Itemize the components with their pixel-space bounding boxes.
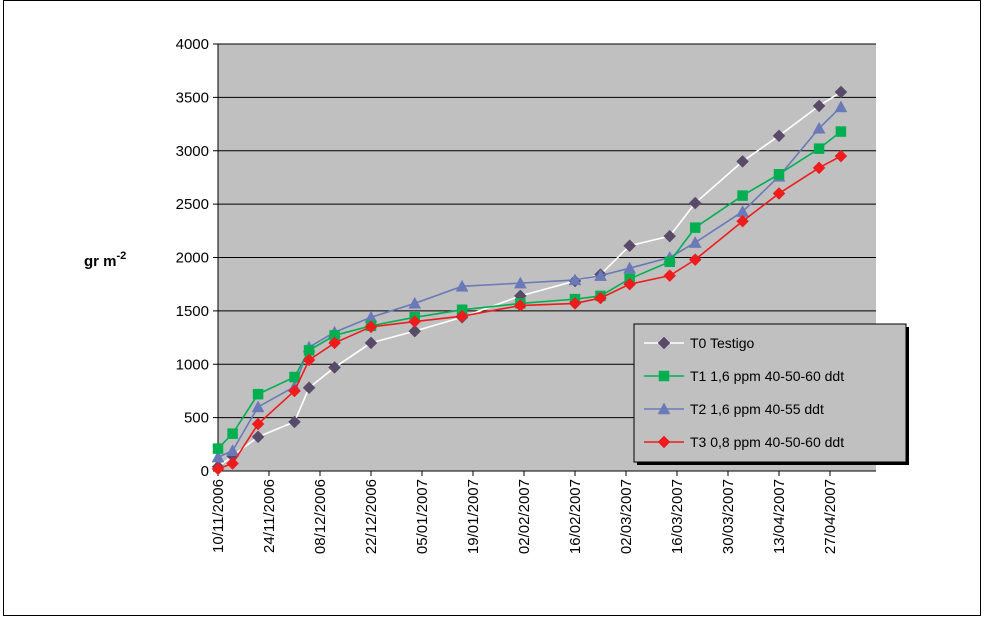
series-1-point xyxy=(737,190,748,201)
series-1-point xyxy=(212,443,224,454)
series-1-point xyxy=(835,126,847,137)
series-2-point xyxy=(688,236,702,248)
y-tick-label: 3500 xyxy=(176,89,209,106)
x-tick-label: 30/03/2007 xyxy=(720,479,737,554)
series-3-point xyxy=(594,291,607,305)
x-tick-label: 24/11/2006 xyxy=(261,479,278,553)
series-3-point xyxy=(408,315,422,328)
y-tick-label: 500 xyxy=(184,410,209,427)
x-tick-label: 19/01/2007 xyxy=(465,479,482,554)
series-3-point xyxy=(514,299,527,312)
series-0-point xyxy=(663,229,677,243)
x-tick-label: 16/02/2007 xyxy=(567,479,584,554)
y-tick-label: 2000 xyxy=(176,250,209,267)
y-tick-label: 4000 xyxy=(176,36,209,53)
series-2-point xyxy=(568,273,582,286)
series-0-point xyxy=(834,85,848,99)
x-tick-label: 02/03/2007 xyxy=(618,479,635,554)
y-axis-label-text: gr m xyxy=(84,253,117,270)
x-tick-label: 05/01/2007 xyxy=(414,479,431,554)
series-0-point xyxy=(688,196,702,210)
series-2-point xyxy=(226,444,239,456)
series-3-point xyxy=(328,336,341,350)
x-tick-label: 08/12/2006 xyxy=(312,479,329,554)
series-3-point xyxy=(812,161,826,175)
series-2-point xyxy=(251,400,265,413)
series-1-point xyxy=(773,168,785,180)
series-3-point xyxy=(772,187,786,200)
legend-marker-3 xyxy=(657,435,671,449)
legend-label-0: T0 Testigo xyxy=(690,335,755,351)
y-tick-label: 1500 xyxy=(176,303,209,320)
series-0-point xyxy=(251,430,265,444)
legend-label-3: T3 0,8 ppm 40-50-60 ddt xyxy=(690,434,844,450)
series-2-point xyxy=(834,100,848,113)
legend-marker-0 xyxy=(657,336,671,350)
series-3-point xyxy=(226,457,239,470)
series-3-point xyxy=(251,417,265,431)
x-tick-label: 10/11/2006 xyxy=(210,479,227,553)
legend-label-1: T1 1,6 ppm 40-50-60 ddt xyxy=(690,368,844,384)
series-2-point xyxy=(455,279,469,292)
series-1-point xyxy=(227,428,238,439)
y-tick-label: 0 xyxy=(201,463,209,480)
x-tick-label: 27/04/2007 xyxy=(822,479,839,554)
series-3-point xyxy=(688,253,702,266)
y-tick-label: 3000 xyxy=(176,143,209,160)
series-0-point xyxy=(364,336,378,350)
series-3-point xyxy=(568,297,582,310)
series-0-point xyxy=(736,155,749,168)
x-tick-label: 02/02/2007 xyxy=(516,479,533,554)
legend-marker-1 xyxy=(658,370,670,382)
series-0-point xyxy=(772,129,786,143)
series-3-point xyxy=(663,269,677,283)
series-0-point xyxy=(408,324,422,338)
series-3-point xyxy=(302,353,316,367)
series-2-point xyxy=(623,261,637,274)
series-0-point xyxy=(288,415,301,429)
series-2-point xyxy=(513,276,527,289)
series-3-point xyxy=(623,277,636,291)
series-3-point xyxy=(211,462,225,476)
series-3-point xyxy=(736,214,749,228)
series-0-point xyxy=(328,361,341,374)
series-1-point xyxy=(813,143,825,154)
y-axis-label-superscript: -2 xyxy=(117,250,127,262)
legend-marker-2 xyxy=(657,402,671,415)
series-1-point xyxy=(252,388,264,400)
series-3-point xyxy=(834,149,848,163)
legend-label-2: T2 1,6 ppm 40-55 ddt xyxy=(690,401,824,417)
series-3-point xyxy=(364,320,378,334)
series-1-point xyxy=(664,256,675,268)
series-2-point xyxy=(594,269,607,281)
series-2-point xyxy=(812,121,826,134)
series-0-point xyxy=(812,99,826,113)
x-tick-label: 16/03/2007 xyxy=(669,479,686,554)
series-0-point xyxy=(302,381,316,395)
series-3-point xyxy=(288,384,301,398)
series-2-point xyxy=(408,296,422,309)
y-tick-label: 2500 xyxy=(176,196,209,213)
x-tick-label: 22/12/2006 xyxy=(363,479,380,554)
y-tick-label: 1000 xyxy=(176,356,209,373)
y-axis-label: gr m-2 xyxy=(84,250,126,270)
legend xyxy=(633,323,907,463)
series-3-point xyxy=(455,309,469,323)
series-1-point xyxy=(689,222,701,233)
series-0-point xyxy=(623,239,636,253)
series-1-point xyxy=(289,371,300,383)
series-2-point xyxy=(211,450,225,463)
x-tick-label: 13/04/2007 xyxy=(771,479,788,554)
